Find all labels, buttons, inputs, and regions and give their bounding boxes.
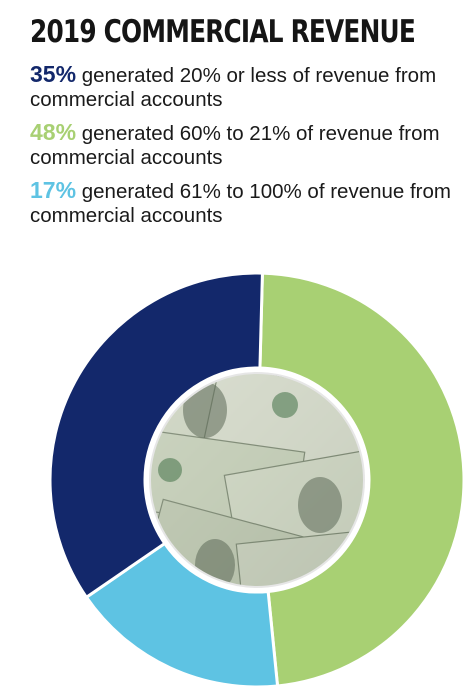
legend-item-low: 35% generated 20% or less of revenue fro… [30,62,460,112]
legend: 35% generated 20% or less of revenue fro… [30,62,460,236]
legend-pct-low: 35% [30,61,77,87]
chart-title: 2019 COMMERCIAL REVENUE [30,14,416,50]
legend-text-low: generated 20% or less of revenue from co… [30,64,437,111]
legend-item-high: 17% generated 61% to 100% of revenue fro… [30,178,460,228]
legend-pct-mid: 48% [30,119,77,145]
legend-text-high: generated 61% to 100% of revenue from co… [30,180,451,227]
legend-text-mid: generated 60% to 21% of revenue from com… [30,122,440,169]
donut-slices [48,271,466,689]
legend-pct-high: 17% [30,177,77,203]
legend-item-mid: 48% generated 60% to 21% of revenue from… [30,120,460,170]
donut-slice-low [48,271,264,600]
